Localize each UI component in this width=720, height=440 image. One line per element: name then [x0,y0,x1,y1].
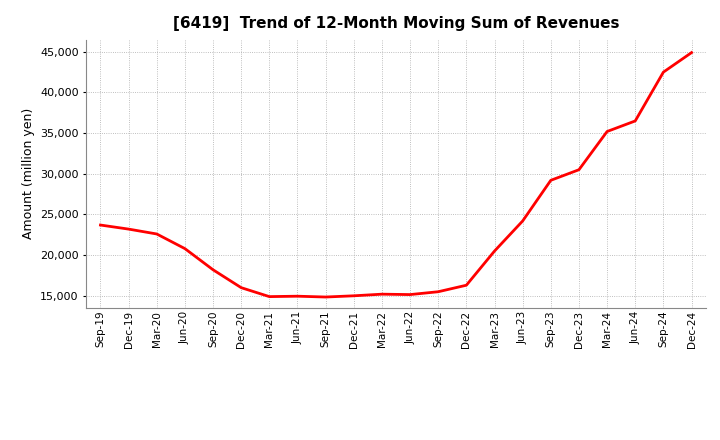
Title: [6419]  Trend of 12-Month Moving Sum of Revenues: [6419] Trend of 12-Month Moving Sum of R… [173,16,619,32]
Y-axis label: Amount (million yen): Amount (million yen) [22,108,35,239]
